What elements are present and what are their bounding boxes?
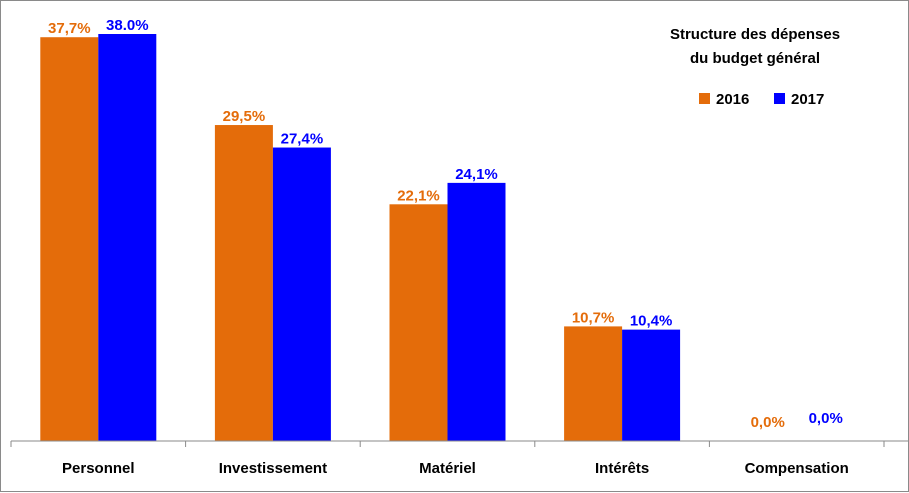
data-label-2017-investissement: 27,4%: [281, 131, 324, 148]
data-label-2017-personnel: 38.0%: [106, 17, 149, 34]
data-label-2016-compensation: 0,0%: [751, 414, 785, 431]
bar-2016-interets: [564, 326, 623, 441]
data-label-2016-investissement: 29,5%: [223, 108, 266, 125]
legend-label-2016: 2016: [716, 91, 749, 108]
category-labels: Personnel Investissement Matériel Intérêts C…: [62, 460, 849, 477]
data-label-2017-materiel: 24,1%: [455, 166, 498, 183]
data-labels: 37,7% 38.0% 29,5% 27,4% 22,1% 24,1% 10,7% 10,4%…: [48, 17, 843, 431]
legend-label-2017: 2017: [791, 91, 824, 108]
data-label-2017-interets: 10,4%: [630, 313, 673, 330]
bar-2017-investissement: [272, 147, 331, 441]
data-label-2017-compensation: 0,0%: [809, 410, 843, 427]
category-label: Intérêts: [595, 460, 649, 477]
legend-swatch-2017: [774, 93, 785, 104]
category-label: Investissement: [219, 460, 327, 477]
bar-2017-interets: [622, 329, 681, 441]
bar-2016-materiel: [389, 204, 448, 441]
bar-2016-personnel: [40, 37, 99, 441]
data-label-2016-interets: 10,7%: [572, 309, 615, 326]
category-label: Personnel: [62, 460, 135, 477]
chart-title: Structure des dépenses du budget général: [670, 26, 840, 67]
legend: 2016 2017: [699, 91, 824, 108]
chart-title-line-1: Structure des dépenses: [670, 26, 840, 43]
bars: [40, 34, 681, 441]
legend-swatch-2016: [699, 93, 710, 104]
bar-2016-investissement: [214, 125, 273, 441]
data-label-2016-materiel: 22,1%: [397, 187, 440, 204]
bar-2017-personnel: [98, 34, 157, 441]
bar-2017-materiel: [447, 182, 506, 441]
chart-title-line-2: du budget général: [690, 50, 820, 67]
category-label: Compensation: [745, 460, 849, 477]
category-label: Matériel: [419, 460, 476, 477]
data-label-2016-personnel: 37,7%: [48, 20, 91, 37]
x-axis-ticks: [10, 441, 885, 447]
